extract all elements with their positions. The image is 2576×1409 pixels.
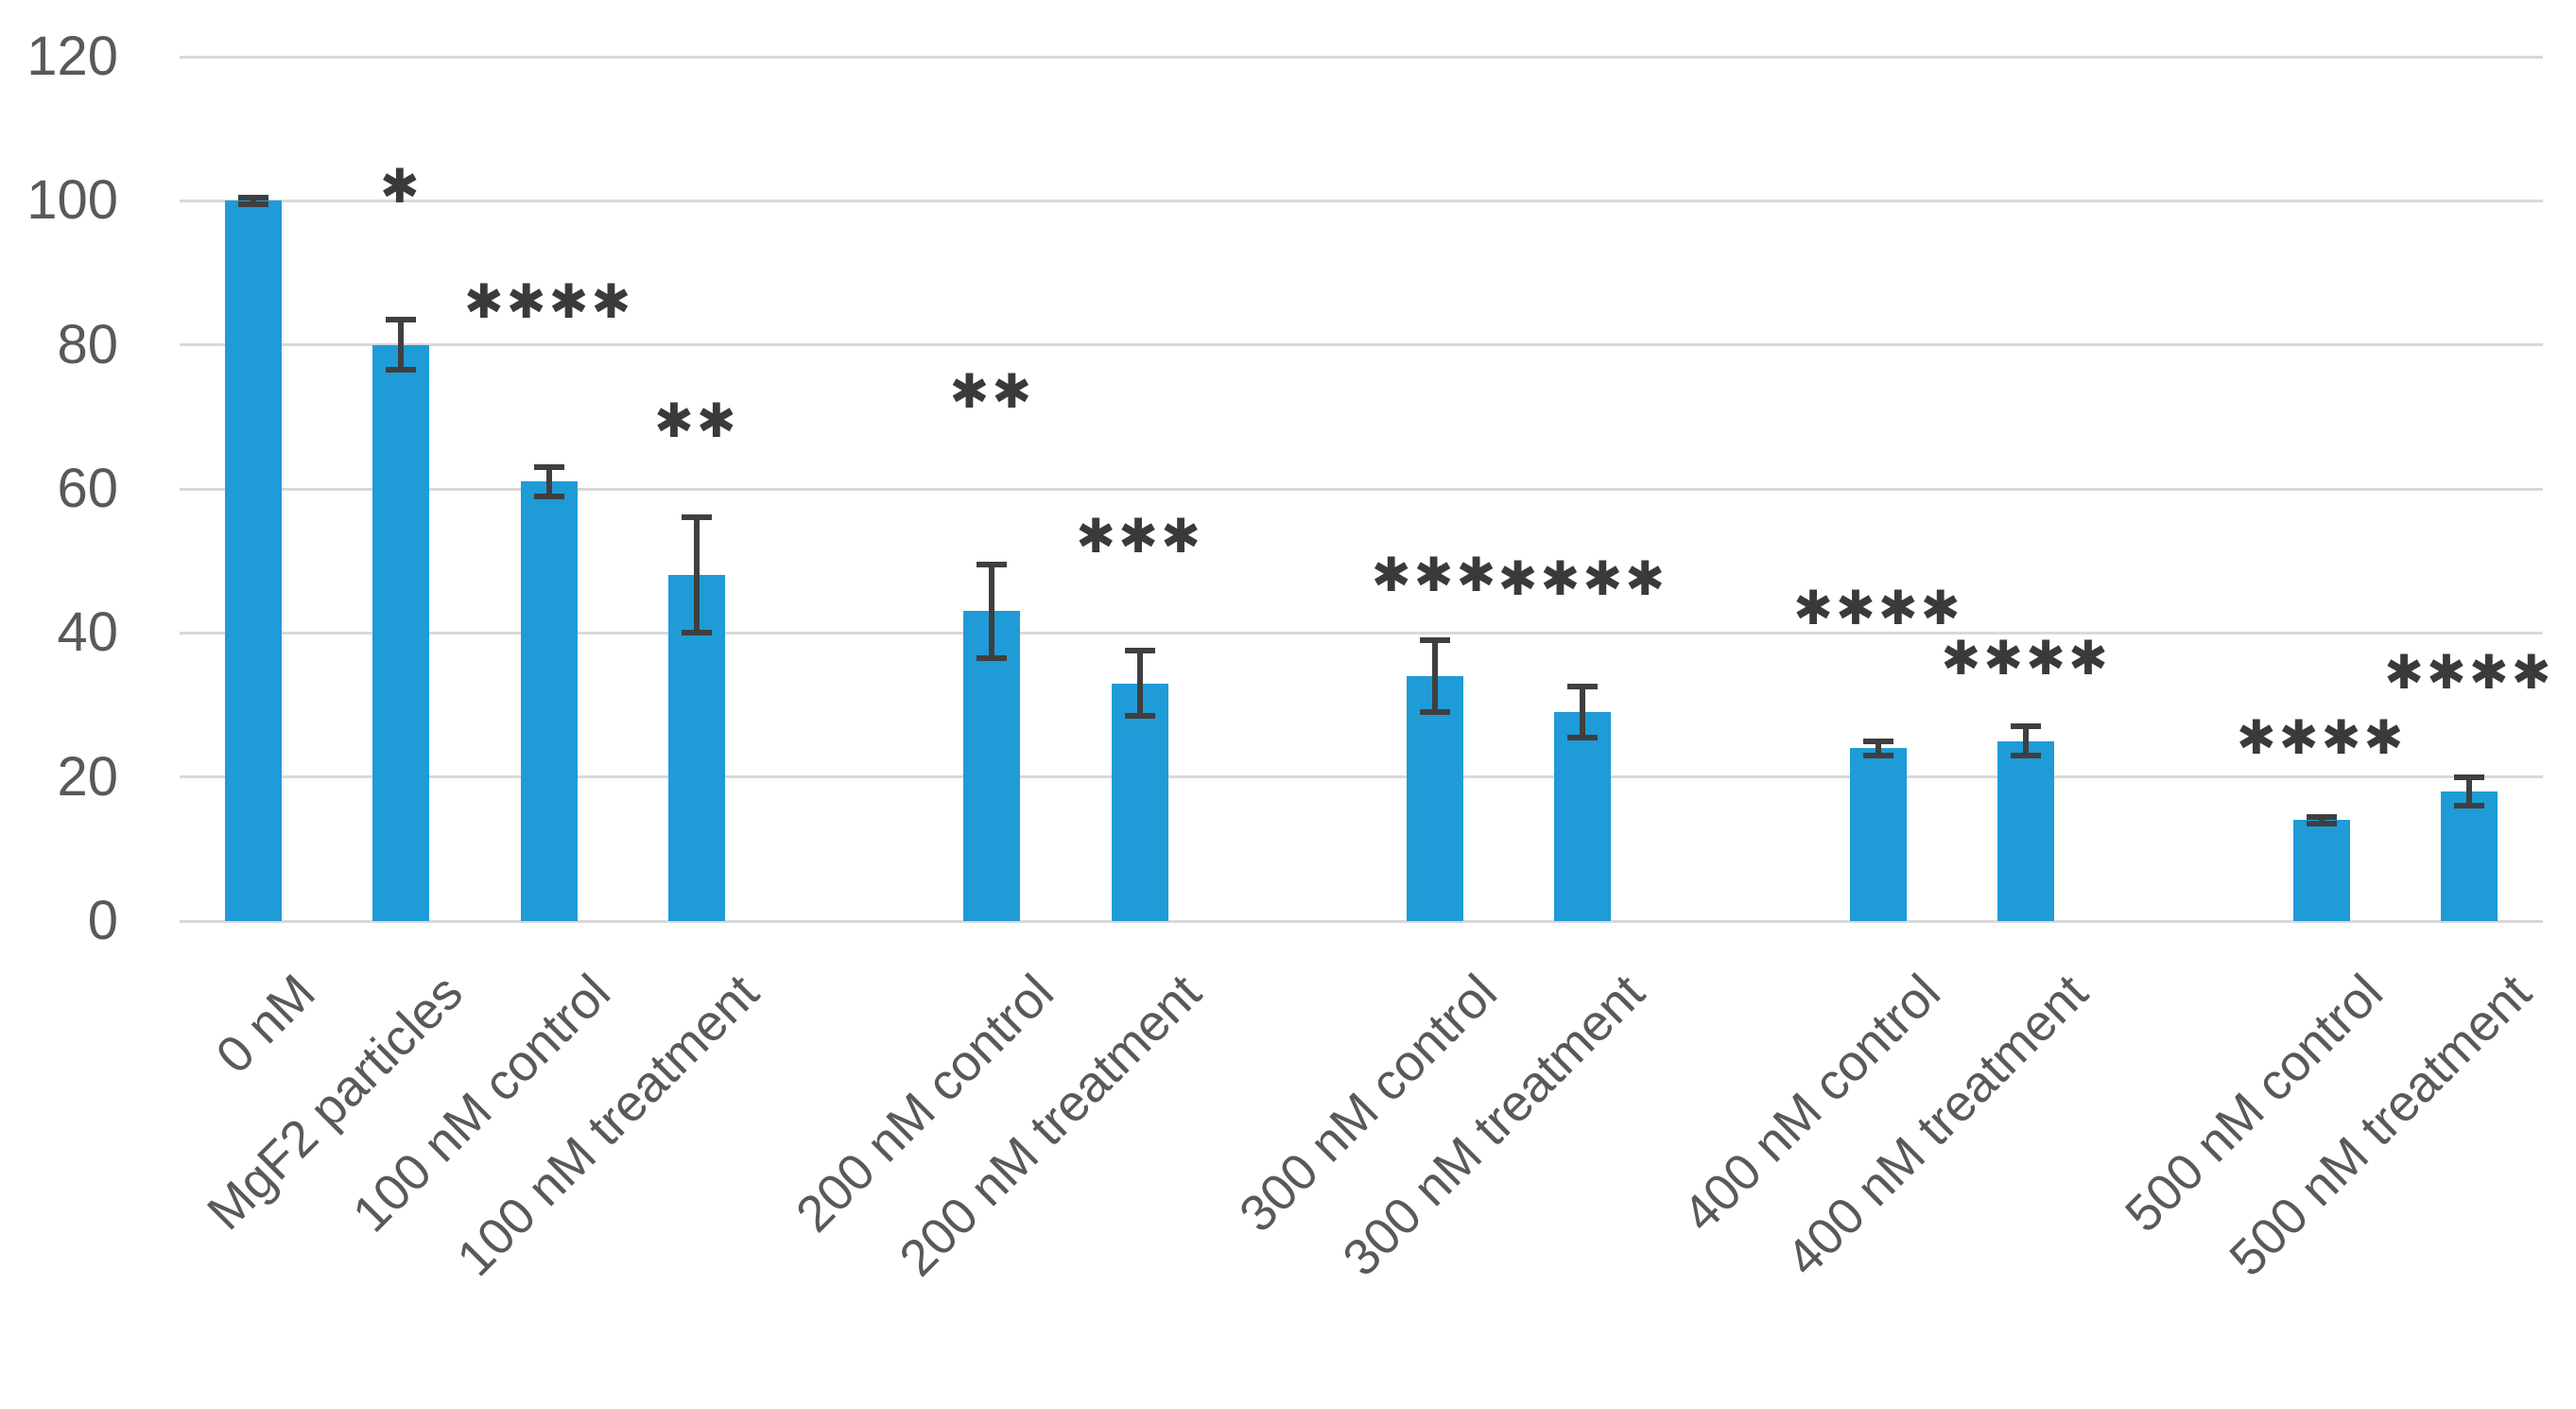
x-axis-label: 500 nM control bbox=[2115, 964, 2394, 1244]
error-bar-cap bbox=[2011, 723, 2042, 730]
gridline-y-40 bbox=[180, 631, 2543, 635]
significance-asterisks: ✱✱✱✱ bbox=[1497, 551, 1668, 607]
error-bar-cap bbox=[238, 201, 269, 208]
error-bar-cap bbox=[681, 630, 712, 636]
y-axis-tick-label: 60 bbox=[57, 458, 118, 519]
bar bbox=[2440, 791, 2498, 921]
bar bbox=[1849, 748, 1907, 921]
error-bar bbox=[2023, 726, 2030, 756]
significance-asterisks: ✱✱✱✱ bbox=[1941, 630, 2111, 686]
error-bar-cap bbox=[1567, 734, 1599, 740]
x-axis-label: MgF2 particles bbox=[197, 964, 475, 1242]
error-bar-cap bbox=[1862, 738, 1893, 744]
error-bar-cap bbox=[1420, 709, 1451, 716]
significance-asterisks: ✱✱✱✱ bbox=[463, 273, 634, 329]
error-bar-cap bbox=[977, 654, 1008, 661]
error-bar bbox=[1580, 687, 1586, 738]
significance-asterisks: ✱✱✱✱ bbox=[1793, 580, 1963, 635]
bar bbox=[1407, 676, 1464, 921]
significance-asterisks: ✱✱✱ bbox=[1076, 508, 1203, 564]
error-bar bbox=[545, 467, 552, 496]
y-axis-tick-label: 0 bbox=[87, 890, 118, 951]
significance-asterisks: ✱✱✱✱ bbox=[2236, 709, 2407, 765]
error-bar bbox=[1136, 651, 1143, 716]
error-bar-cap bbox=[2453, 774, 2484, 780]
gridline-y-80 bbox=[180, 343, 2543, 347]
error-bar-cap bbox=[386, 367, 417, 374]
y-axis-tick-label: 100 bbox=[26, 169, 118, 232]
error-bar-cap bbox=[977, 561, 1008, 567]
error-bar bbox=[398, 320, 405, 371]
bar bbox=[963, 611, 1021, 921]
gridline-y-0 bbox=[180, 919, 2543, 923]
error-bar-cap bbox=[2011, 752, 2042, 758]
error-bar-cap bbox=[533, 464, 564, 471]
x-axis-label: 100 nM control bbox=[342, 964, 622, 1244]
y-axis-tick-label: 120 bbox=[26, 26, 118, 87]
error-bar bbox=[251, 197, 257, 205]
error-bar-cap bbox=[1124, 712, 1155, 719]
error-bar-cap bbox=[1567, 684, 1599, 690]
significance-asterisks: ✱✱ bbox=[653, 392, 739, 448]
error-bar-cap bbox=[238, 194, 269, 200]
error-bar-cap bbox=[2306, 813, 2337, 820]
x-axis-label: 200 nM control bbox=[786, 964, 1065, 1244]
x-axis-label: 400 nM control bbox=[1671, 964, 1951, 1244]
x-axis-label: 300 nM control bbox=[1228, 964, 1508, 1244]
bar bbox=[1111, 683, 1168, 921]
error-bar-cap bbox=[386, 317, 417, 322]
bar bbox=[2292, 820, 2350, 921]
error-bar-cap bbox=[2306, 821, 2337, 827]
gridline-y-120 bbox=[180, 55, 2543, 59]
bar bbox=[1554, 712, 1612, 921]
x-axis-label: 0 nM bbox=[205, 964, 326, 1085]
gridline-y-60 bbox=[180, 487, 2543, 491]
y-axis-tick-label: 20 bbox=[57, 745, 118, 808]
error-bar bbox=[2318, 816, 2325, 825]
significance-asterisks: ✱✱✱ bbox=[1371, 548, 1499, 603]
error-bar bbox=[1432, 639, 1439, 713]
y-axis-tick-label: 40 bbox=[57, 601, 118, 664]
error-bar-cap bbox=[1124, 648, 1155, 654]
bar bbox=[225, 200, 283, 921]
error-bar bbox=[2465, 776, 2472, 807]
bar bbox=[372, 344, 430, 921]
y-axis-tick-label: 80 bbox=[57, 313, 118, 375]
significance-asterisks: ✱ bbox=[379, 159, 423, 215]
error-bar-cap bbox=[1862, 752, 1893, 758]
error-bar bbox=[1875, 740, 1881, 756]
gridline-y-20 bbox=[180, 775, 2543, 779]
bar bbox=[520, 481, 578, 921]
error-bar-cap bbox=[681, 514, 712, 521]
significance-asterisks: ✱✱ bbox=[949, 364, 1035, 420]
error-bar bbox=[693, 517, 700, 634]
bar bbox=[1997, 740, 2055, 921]
error-bar-cap bbox=[1420, 636, 1451, 643]
gridline-y-100 bbox=[180, 199, 2543, 202]
error-bar-cap bbox=[2453, 803, 2484, 809]
error-bar bbox=[989, 564, 995, 658]
significance-asterisks: ✱✱✱✱ bbox=[2384, 645, 2554, 701]
error-bar-cap bbox=[533, 493, 564, 499]
